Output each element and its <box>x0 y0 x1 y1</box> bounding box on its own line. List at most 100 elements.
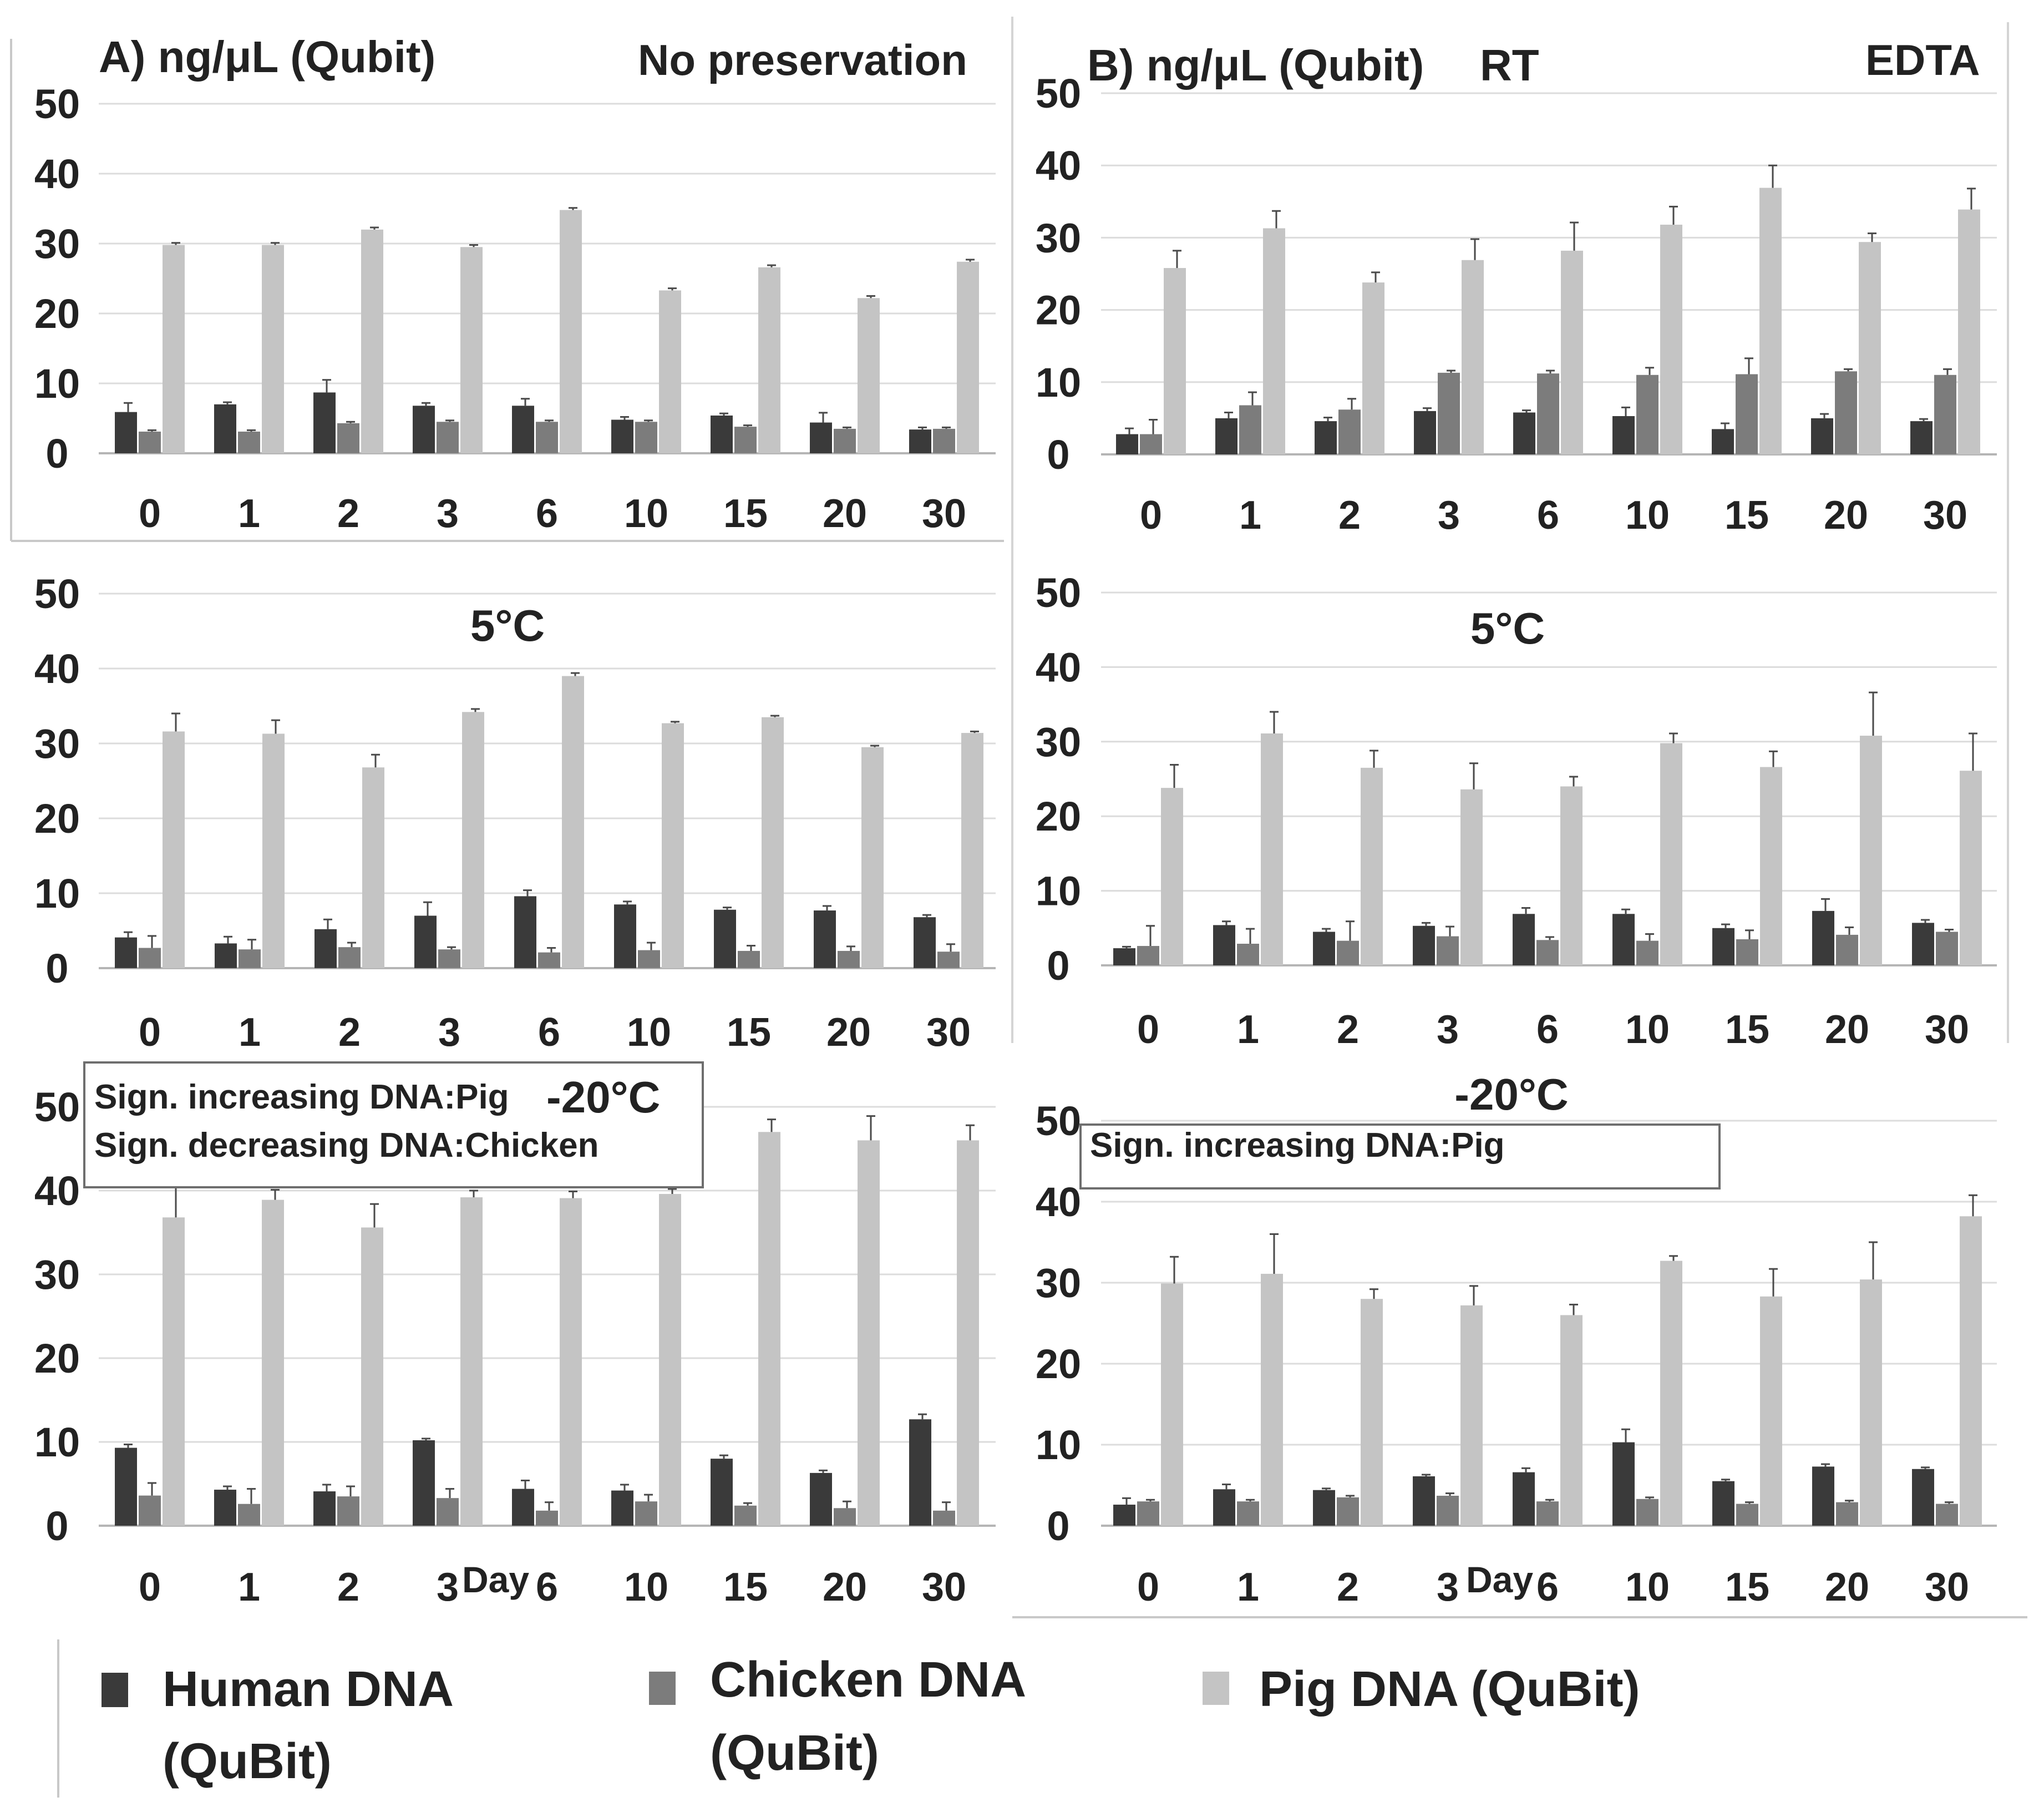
bar-chicken <box>1137 946 1159 965</box>
bar-chicken <box>1536 940 1559 965</box>
bar-pig <box>262 733 285 968</box>
x-tick-label: 3 <box>438 1010 460 1055</box>
bar-pig <box>1760 767 1782 965</box>
bar-pig <box>361 1227 383 1526</box>
x-tick-label: 20 <box>823 492 867 536</box>
x-tick-label: 2 <box>338 1010 361 1055</box>
panel-a-title: A) ng/μL (Qubit) <box>99 32 435 82</box>
bar-chicken <box>337 1496 359 1526</box>
legend-label-pig: Pig DNA (QuBit) <box>1259 1662 1640 1717</box>
y-tick-label: 0 <box>1047 432 1069 478</box>
y-tick-label: 50 <box>34 1084 80 1130</box>
bar-human <box>1513 412 1535 454</box>
bar-human <box>1812 1466 1834 1526</box>
y-tick-label: 30 <box>1036 215 1081 261</box>
bar-chicken <box>1337 1497 1359 1526</box>
bar-human <box>1215 418 1237 454</box>
y-tick-label: 30 <box>1036 719 1081 765</box>
bar-pig <box>262 245 284 453</box>
bar-pig <box>361 229 383 453</box>
bar-human <box>1811 418 1833 454</box>
x-tick-label: 30 <box>1925 1008 1969 1052</box>
bar-human <box>1910 421 1933 454</box>
bar-pig <box>1161 788 1183 965</box>
y-tick-label: 0 <box>45 431 68 477</box>
bar-pig <box>1860 1279 1882 1526</box>
bar-chicken <box>437 1498 459 1526</box>
bar-chicken <box>734 1505 757 1526</box>
bar-chicken <box>933 1510 955 1526</box>
bar-human <box>714 909 736 968</box>
bar-chicken <box>536 422 558 453</box>
x-tick-label: 6 <box>536 492 558 536</box>
bar-chicken <box>1338 409 1361 454</box>
bar-pig <box>1859 242 1881 454</box>
x-tick-label: 1 <box>1237 1008 1259 1052</box>
bar-human <box>413 406 435 453</box>
y-tick-label: 10 <box>1036 868 1081 914</box>
bar-pig <box>1161 1283 1183 1526</box>
bar-chicken <box>536 1510 558 1526</box>
bar-pig <box>163 731 185 968</box>
bar-chicken <box>638 950 660 968</box>
note-a-line1: Sign. increasing DNA:Pig <box>94 1078 509 1116</box>
bar-pig <box>762 717 784 968</box>
y-tick-label: 20 <box>34 1335 80 1381</box>
chart-a-m20c: 0 10 20 30 40 50 0 1 2 3 6 10 15 20 30 <box>34 1084 996 1609</box>
panel-b-title: B) ng/μL (Qubit) <box>1087 41 1424 90</box>
bar-chicken <box>635 422 657 453</box>
bar-chicken <box>635 1501 657 1526</box>
bar-chicken <box>538 952 560 968</box>
bar-human <box>115 937 137 968</box>
y-tick-label: 0 <box>45 1503 68 1549</box>
x-tick-label: 2 <box>337 1565 359 1609</box>
x-axis-title-a: Day <box>462 1559 529 1600</box>
bar-chicken <box>1636 940 1658 965</box>
x-axis-title-b: Day <box>1466 1559 1533 1600</box>
bar-chicken <box>1337 940 1359 965</box>
bar-human <box>914 917 936 968</box>
x-tick-label: 6 <box>1536 1008 1559 1052</box>
bar-human <box>909 429 931 453</box>
bar-human <box>814 910 836 968</box>
bar-human <box>514 896 536 968</box>
bar-pig <box>659 290 681 453</box>
bar-chicken <box>1536 1501 1559 1526</box>
y-tick-label: 40 <box>34 1168 80 1214</box>
x-tick-label: 2 <box>1338 493 1361 538</box>
bar-human <box>1213 1489 1235 1526</box>
bar-human <box>1313 932 1335 965</box>
bar-chicken <box>1936 1504 1958 1526</box>
chart-b-rt: 0 10 20 30 40 50 0 1 2 3 6 10 15 20 30 <box>1036 70 1997 538</box>
x-tick-label: 0 <box>139 492 161 536</box>
bar-pig <box>1561 250 1583 454</box>
bar-chicken <box>1437 936 1459 965</box>
x-tick-label: 30 <box>922 1565 966 1609</box>
bar-chicken <box>1237 944 1259 965</box>
bar-human <box>711 1459 733 1526</box>
note-b-line1: Sign. increasing DNA:Pig <box>1090 1126 1505 1165</box>
bar-pig <box>758 1132 780 1526</box>
bar-pig <box>1462 260 1484 454</box>
bar-human <box>313 1491 336 1526</box>
bar-human <box>1113 1505 1135 1526</box>
bar-chicken <box>1239 405 1261 454</box>
bar-pig <box>460 247 483 453</box>
x-tick-label: 2 <box>1337 1565 1359 1609</box>
bar-chicken <box>238 1504 260 1526</box>
bar-human <box>1812 910 1834 965</box>
bar-pig <box>262 1199 284 1526</box>
note-box-b <box>1079 1123 1721 1189</box>
x-tick-label: 15 <box>1725 493 1769 538</box>
bar-pig <box>659 1194 681 1526</box>
bar-chicken <box>1836 934 1858 965</box>
bar-pig <box>560 210 582 453</box>
bar-pig <box>1960 1216 1982 1526</box>
bar-human <box>315 929 337 968</box>
y-tick-label: 10 <box>1036 360 1081 406</box>
bar-chicken <box>838 950 860 968</box>
bar-human <box>1116 434 1138 454</box>
bar-pig <box>662 723 684 968</box>
